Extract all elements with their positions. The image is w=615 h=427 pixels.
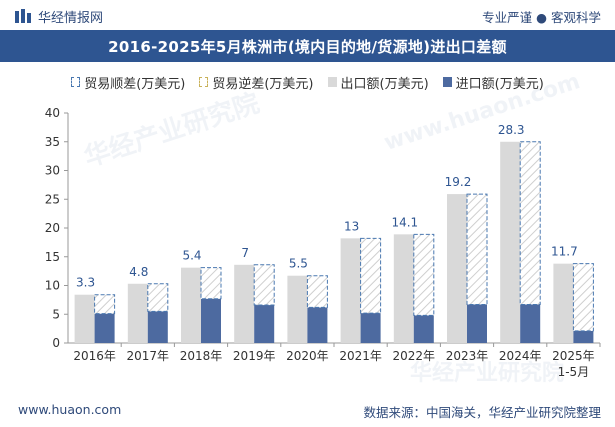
- export-bar: [447, 194, 467, 343]
- footer-website[interactable]: www.huaon.com: [18, 402, 122, 417]
- surplus-bar: [413, 233, 435, 316]
- import-bar: [94, 313, 115, 343]
- surplus-bar: [94, 294, 116, 315]
- import-bar: [147, 311, 168, 343]
- surplus-data-label: 7: [241, 246, 249, 260]
- x-tick-label: 2022年: [393, 349, 436, 363]
- y-tick-label: 30: [45, 164, 60, 178]
- legend-label-exports: 出口额(万美元): [340, 76, 429, 92]
- x-tick-label: 2023年: [446, 349, 489, 363]
- x-tick-label: 2021年: [339, 349, 382, 363]
- title-bar: 2016-2025年5月株洲市(境内目的地/货源地)进出口差额: [0, 30, 615, 62]
- legend-label-deficit: 贸易逆差(万美元): [212, 76, 314, 92]
- x-tick-label: 1-5月: [558, 365, 590, 379]
- export-bar: [287, 275, 308, 343]
- surplus-bar: [572, 263, 594, 332]
- surplus-data-label: 3.3: [76, 276, 95, 290]
- legend-swatch-deficit: [199, 77, 209, 87]
- x-tick-label: 2025年: [552, 349, 595, 363]
- import-bar: [467, 304, 487, 343]
- legend-swatch-exports: [327, 77, 337, 87]
- export-bar: [181, 267, 201, 343]
- import-bar: [413, 315, 434, 343]
- export-bar: [340, 238, 361, 343]
- export-bar: [127, 283, 148, 343]
- x-tick-label: 2024年: [499, 349, 542, 363]
- surplus-data-label: 5.5: [289, 257, 308, 271]
- legend-swatch-imports: [442, 77, 452, 87]
- y-tick-label: 5: [52, 307, 60, 321]
- top-bar: 华经情报网 专业严谨 ● 客观科学: [0, 0, 615, 30]
- footer-source: 数据来源：中国海关，华经产业研究院整理: [363, 405, 601, 420]
- export-bar: [74, 294, 95, 343]
- y-tick-label: 35: [45, 135, 60, 149]
- export-bar: [553, 263, 574, 343]
- y-tick-label: 15: [45, 250, 60, 264]
- import-bar: [307, 307, 328, 343]
- footer: www.huaon.com 数据来源：中国海关，华经产业研究院整理: [0, 397, 615, 427]
- surplus-bar: [200, 267, 222, 300]
- legend-item-surplus: 贸易顺差(万美元): [71, 72, 185, 92]
- surplus-data-label: 14.1: [391, 215, 418, 229]
- chart-legend: 贸易顺差(万美元) 贸易逆差(万美元) 出口额(万美元) 进口额(万美元): [0, 72, 615, 92]
- surplus-data-label: 28.3: [498, 123, 525, 137]
- export-bar: [234, 264, 255, 343]
- surplus-bar: [253, 264, 275, 306]
- y-tick-label: 25: [45, 192, 60, 206]
- chart-title: 2016-2025年5月株洲市(境内目的地/货源地)进出口差额: [108, 37, 507, 56]
- tagline: 专业严谨 ● 客观科学: [482, 10, 601, 25]
- x-tick-label: 2019年: [233, 349, 276, 363]
- surplus-data-label: 4.8: [129, 265, 148, 279]
- export-bar: [393, 234, 414, 343]
- import-bar: [573, 330, 594, 343]
- y-tick-label: 20: [45, 221, 60, 235]
- legend-item-imports: 进口额(万美元): [442, 72, 544, 92]
- legend-label-imports: 进口额(万美元): [455, 76, 544, 92]
- x-tick-label: 2020年: [286, 349, 329, 363]
- legend-item-exports: 出口额(万美元): [327, 72, 429, 92]
- surplus-bar: [519, 141, 541, 305]
- legend-swatch-surplus: [71, 77, 81, 87]
- chart-plot: 0 5 10 15 20 25 30 35 40 3.3 2016年 4.8 2017年 5.4 2018年…: [45, 106, 601, 379]
- y-tick-label: 10: [45, 279, 60, 293]
- legend-item-deficit: 贸易逆差(万美元): [199, 72, 314, 92]
- surplus-bar: [360, 237, 382, 314]
- logo-icon: [14, 8, 32, 25]
- import-bar: [520, 304, 541, 343]
- brand-name: 华经情报网: [38, 11, 104, 26]
- surplus-data-label: 13: [344, 219, 359, 233]
- surplus-bar: [306, 275, 328, 308]
- surplus-data-label: 11.7: [551, 245, 578, 259]
- surplus-data-label: 5.4: [182, 249, 201, 263]
- x-tick-label: 2016年: [73, 349, 116, 363]
- surplus-bar: [466, 193, 488, 305]
- x-tick-label: 2017年: [127, 349, 170, 363]
- import-bar: [201, 298, 221, 343]
- y-tick-label: 40: [45, 106, 60, 120]
- x-tick-label: 2018年: [180, 349, 223, 363]
- import-bar: [360, 313, 381, 343]
- y-tick-label: 0: [52, 336, 60, 350]
- surplus-bar: [147, 283, 169, 312]
- surplus-data-label: 19.2: [445, 175, 472, 189]
- legend-label-surplus: 贸易顺差(万美元): [84, 76, 186, 92]
- brand[interactable]: 华经情报网: [14, 7, 103, 26]
- import-bar: [254, 305, 275, 343]
- export-bar: [500, 141, 521, 343]
